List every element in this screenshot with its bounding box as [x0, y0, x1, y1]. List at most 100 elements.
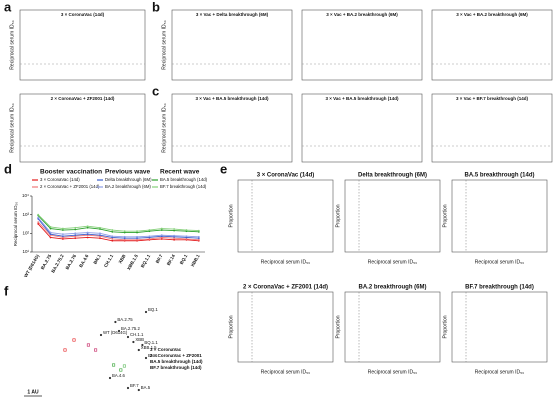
series-point: [74, 228, 77, 231]
panel-title: 3 × CoronaVac (14d): [61, 12, 105, 17]
series-point: [160, 229, 163, 231]
series-point: [74, 237, 77, 240]
legend-group-title: Previous wave: [105, 169, 151, 176]
series-point: [123, 238, 126, 241]
series-line: [37, 218, 199, 239]
scale-bar-label: 1 AU: [27, 389, 39, 395]
legend-label: BA.5 breakthrough (14d): [150, 359, 203, 364]
panel-letter: a: [4, 0, 12, 14]
antigen-label: XBB.1.5: [141, 345, 157, 350]
series-point: [197, 235, 200, 238]
series-point: [49, 231, 52, 234]
panel-title: 3 × Vac + BA.2 breakthrough (6M): [456, 12, 528, 17]
panel-title: 3 × Vac + BF.7 breakthrough (14d): [456, 96, 529, 101]
x-tick-label: CH.1.1: [103, 253, 115, 268]
panel-letter: c: [152, 83, 159, 98]
antigen-label: BA.2.75: [117, 317, 133, 322]
antigen-point: [144, 310, 148, 314]
legend-label: BF.7 breakthrough (14d): [160, 184, 207, 189]
series-point: [185, 238, 188, 240]
series-point: [49, 226, 52, 228]
series-point: [111, 235, 114, 238]
x-tick-label: BA.2.75.2: [50, 253, 65, 273]
series-point: [173, 228, 176, 230]
y-axis-label: Proportion: [442, 315, 448, 338]
series-point: [99, 234, 101, 237]
x-tick-label: BF.14: [166, 253, 176, 266]
series-point: [61, 236, 64, 239]
series-point: [37, 216, 40, 219]
panel-frame: [301, 93, 423, 163]
panel-title: 3 × Vac + BA.2 breakthrough (6M): [326, 12, 398, 17]
series-point: [197, 230, 200, 233]
series-point: [160, 227, 163, 230]
panel-title: 2 × CoronaVac + ZF2001 (14d): [51, 96, 115, 101]
antigen-point: [126, 386, 130, 390]
series-point: [49, 227, 52, 230]
series-point: [99, 228, 101, 230]
panel-frame: [344, 179, 441, 253]
panel-letter: f: [4, 283, 9, 298]
y-axis-label: Proportion: [228, 204, 234, 227]
series-point: [160, 238, 163, 240]
series-point: [49, 233, 52, 236]
series-point: [37, 213, 40, 216]
y-axis-label: Proportion: [442, 204, 448, 227]
antigen-label: BA.5: [141, 385, 151, 390]
x-axis-label: Reciprocal serum ID₅₀: [261, 259, 310, 265]
y-axis-label: Proportion: [228, 315, 234, 338]
serum-point: [72, 338, 76, 342]
series-point: [86, 236, 89, 239]
series-line: [37, 223, 199, 242]
series-point: [61, 235, 64, 238]
x-tick-label: XBB.1: [190, 253, 201, 267]
series-point: [37, 223, 40, 225]
panel-title: 3 × Vac + BA.5 breakthrough (14d): [195, 96, 269, 101]
series-point: [123, 231, 126, 234]
series-point: [49, 236, 52, 239]
x-axis-label: Reciprocal serum ID₅₀: [368, 369, 417, 375]
series-point: [148, 236, 151, 239]
series-point: [111, 238, 114, 240]
panel-frame: [451, 179, 548, 253]
series-line: [37, 217, 199, 238]
y-axis-label: Reciprocal serum ID₅₀: [161, 20, 167, 69]
antigen-label: BN.1: [148, 353, 158, 358]
antigen-label: BQ.1.1: [144, 340, 158, 345]
series-point: [61, 227, 64, 230]
legend-label: BA.5 breakthrough (14d): [160, 177, 208, 182]
panel-title: 3 × CoronaVac (14d): [257, 173, 315, 179]
legend-group-title: Booster vaccination: [40, 169, 102, 176]
panel-title: Delta breakthrough (6M): [358, 173, 427, 179]
panel-frame: [171, 9, 293, 81]
panel-frame: [344, 291, 441, 363]
series-point: [86, 225, 89, 228]
series-point: [136, 238, 138, 241]
y-axis-label: Reciprocal serum ID₅₀: [161, 103, 167, 152]
series-point: [74, 226, 77, 229]
series-point: [136, 237, 138, 240]
panel-title: BF.7 breakthrough (14d): [465, 285, 534, 291]
y-tick-label: 10⁴: [22, 193, 29, 198]
series-point: [123, 235, 126, 238]
series-point: [61, 229, 64, 231]
series-line: [37, 221, 199, 241]
antigen-point: [137, 348, 140, 352]
series-point: [61, 238, 64, 240]
antigen-point: [108, 376, 112, 380]
legend-label: Delta breakthrough (6M): [105, 177, 152, 182]
series-point: [148, 235, 151, 238]
series-point: [111, 239, 114, 242]
y-axis-label: Proportion: [335, 204, 341, 227]
series-point: [123, 230, 126, 233]
x-tick-label: XBB: [117, 253, 126, 264]
x-tick-label: BA.4.6: [78, 253, 90, 268]
x-tick-label: BN.1: [92, 253, 102, 265]
panel-title: 3 × Vac + Delta breakthrough (6M): [196, 12, 269, 17]
series-point: [185, 229, 188, 231]
series-point: [99, 226, 101, 229]
series-point: [136, 235, 138, 238]
panel-frame: [431, 93, 553, 163]
y-axis-label: Proportion: [335, 315, 341, 338]
